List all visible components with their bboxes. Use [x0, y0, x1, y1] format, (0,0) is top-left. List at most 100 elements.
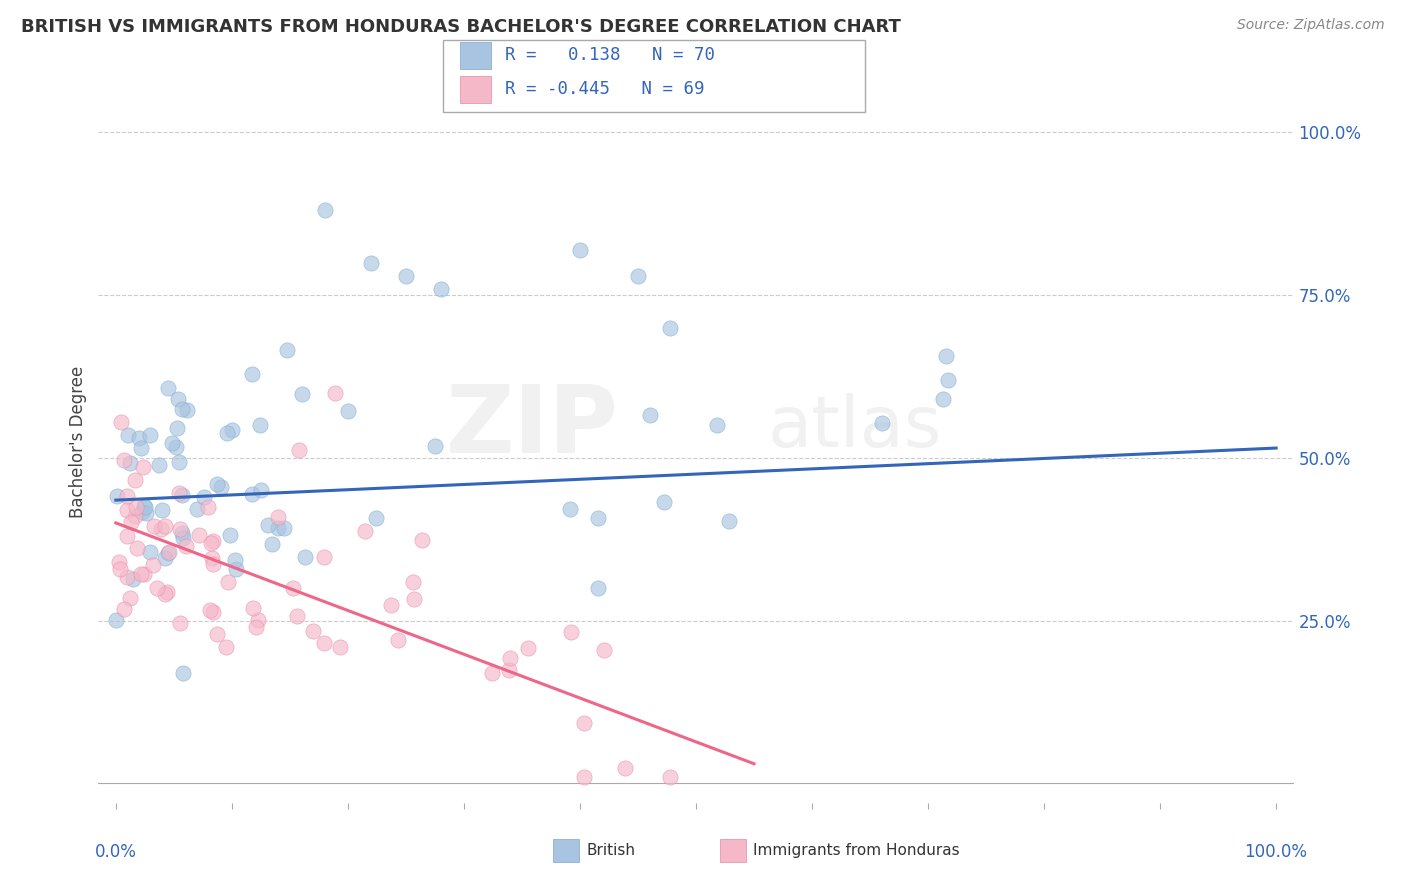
Point [499, 651, 522, 665]
Point [291, 387, 314, 401]
Text: R = -0.445   N = 69: R = -0.445 N = 69 [505, 80, 704, 98]
Point [429, 282, 451, 296]
Point [167, 392, 190, 407]
Point [516, 640, 538, 655]
Point [149, 522, 172, 536]
Point [169, 485, 191, 500]
Point [157, 381, 180, 395]
Point [360, 255, 382, 269]
Point [170, 402, 193, 417]
Point [337, 404, 360, 418]
Point [118, 591, 141, 605]
Point [225, 562, 247, 576]
Point [402, 574, 425, 589]
Point [314, 550, 336, 565]
Text: ZIP: ZIP [446, 381, 619, 473]
Point [425, 439, 447, 453]
Point [129, 441, 152, 455]
Point [131, 505, 153, 519]
Point [148, 458, 170, 472]
Point [205, 627, 228, 641]
Point [174, 540, 197, 554]
Point [267, 510, 290, 524]
Text: BRITISH VS IMMIGRANTS FROM HONDURAS BACHELOR'S DEGREE CORRELATION CHART: BRITISH VS IMMIGRANTS FROM HONDURAS BACH… [21, 18, 901, 36]
Point [586, 581, 609, 595]
Point [245, 620, 267, 634]
Point [128, 431, 150, 445]
Text: Immigrants from Honduras: Immigrants from Honduras [754, 843, 960, 858]
Point [132, 460, 155, 475]
Point [572, 770, 595, 784]
Point [129, 567, 152, 582]
Point [108, 562, 131, 576]
Point [115, 528, 138, 542]
Point [287, 442, 309, 457]
Point [169, 615, 191, 630]
Point [257, 518, 280, 533]
Point [187, 528, 209, 542]
Point [249, 483, 271, 497]
Point [117, 428, 139, 442]
Text: atlas: atlas [768, 392, 942, 461]
Point [246, 613, 269, 627]
Point [134, 500, 156, 515]
Point [588, 510, 610, 524]
Point [932, 392, 955, 406]
Point [193, 490, 215, 504]
Point [120, 456, 142, 470]
Point [138, 428, 160, 442]
Point [260, 537, 283, 551]
Point [169, 523, 191, 537]
Point [380, 598, 402, 612]
Point [142, 558, 165, 572]
Point [411, 533, 433, 548]
Point [395, 268, 418, 283]
Point [387, 632, 409, 647]
Point [138, 545, 160, 559]
Point [627, 268, 650, 283]
Point [302, 624, 325, 638]
Bar [553, 838, 579, 862]
Point [568, 243, 591, 257]
Text: British: British [586, 843, 636, 858]
Point [135, 506, 157, 520]
Point [176, 402, 198, 417]
Point [202, 533, 225, 548]
Point [240, 487, 263, 501]
Point [120, 515, 142, 529]
Point [221, 424, 243, 438]
Point [242, 601, 264, 615]
Point [249, 417, 271, 432]
Point [156, 546, 179, 560]
Point [936, 373, 959, 387]
Point [105, 489, 128, 503]
Text: 100.0%: 100.0% [1244, 843, 1308, 861]
Point [115, 502, 138, 516]
Point [572, 716, 595, 731]
Point [314, 203, 336, 218]
Point [717, 515, 740, 529]
Point [124, 473, 146, 487]
Point [197, 500, 219, 514]
Point [172, 665, 194, 680]
Point [153, 519, 176, 533]
Point [209, 480, 232, 494]
Point [294, 550, 316, 565]
Point [240, 367, 263, 381]
Point [217, 575, 239, 590]
Point [156, 585, 179, 599]
Point [560, 502, 582, 516]
Point [200, 536, 222, 550]
Point [205, 477, 228, 491]
Point [354, 524, 377, 538]
Text: Source: ZipAtlas.com: Source: ZipAtlas.com [1237, 18, 1385, 32]
Point [167, 455, 190, 469]
Point [150, 503, 173, 517]
Point [166, 421, 188, 435]
Point [132, 499, 155, 513]
Point [276, 343, 298, 357]
Point [402, 591, 425, 606]
Point [105, 613, 128, 627]
Point [170, 488, 193, 502]
Point [172, 531, 194, 545]
